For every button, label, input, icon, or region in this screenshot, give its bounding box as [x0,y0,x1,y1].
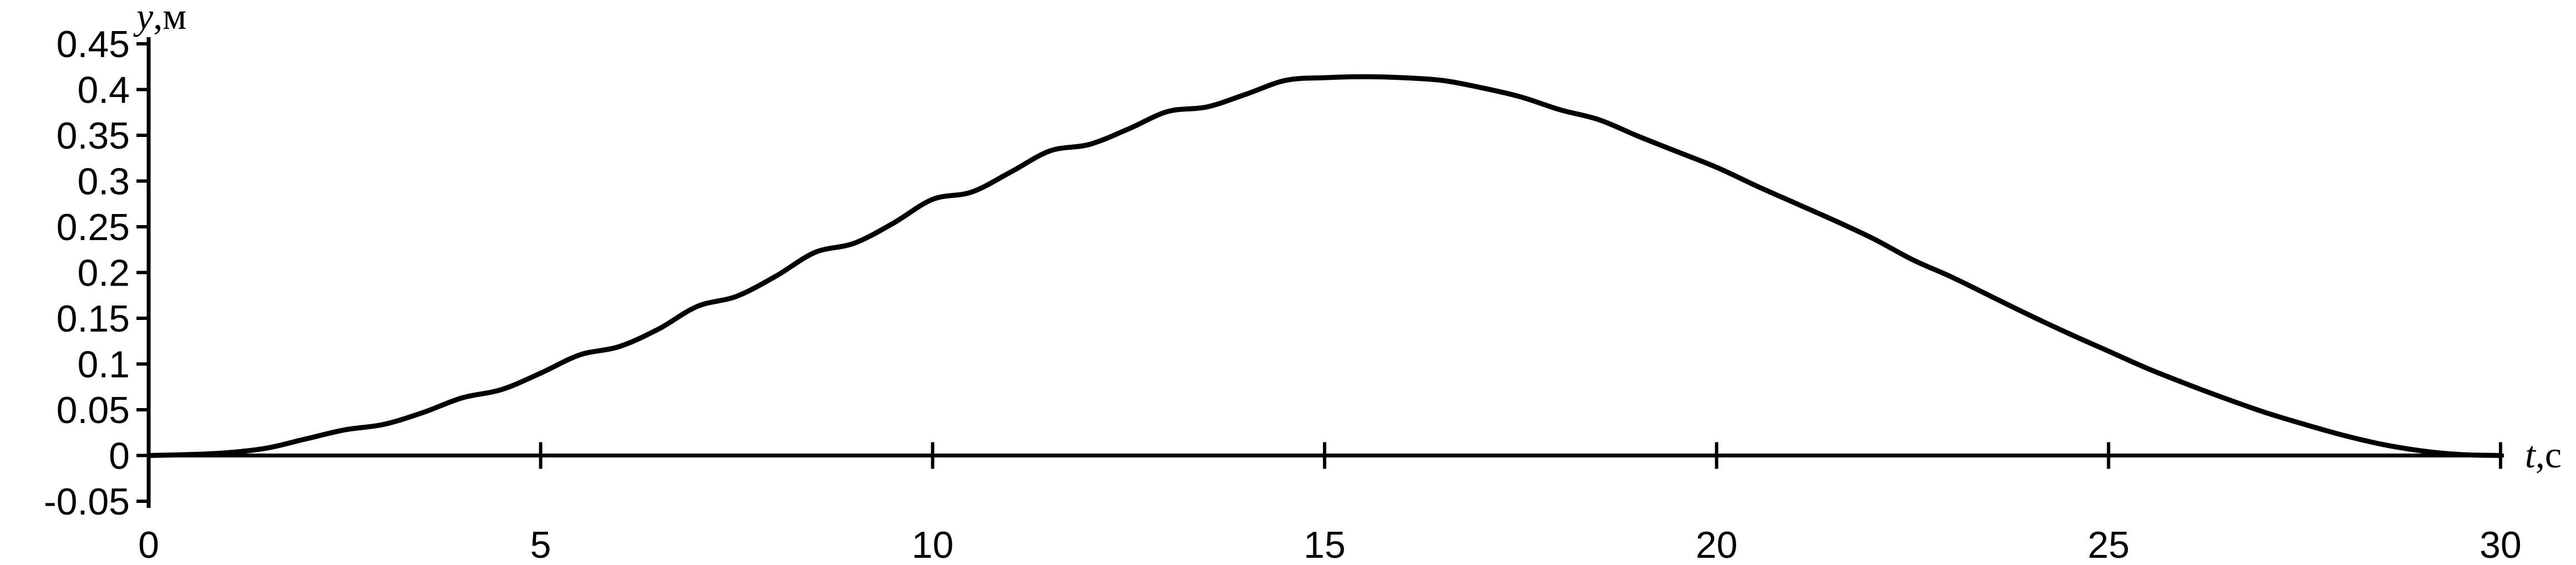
y-tick-label: 0.3 [77,161,130,203]
y-tick-label: 0.45 [57,23,130,65]
x-axis-title: t,с [2525,434,2562,476]
y-tick-label: -0.05 [44,481,130,523]
x-tick-label: 20 [1696,524,1738,565]
y-tick-label: 0.1 [77,344,130,386]
y-tick-label: 0.2 [77,252,130,294]
x-axis-variable: t [2525,434,2537,476]
y-axis-title: y,м [133,0,186,37]
x-tick-label: 10 [912,524,954,565]
y-tick-label: 0.35 [57,115,130,157]
x-tick-label: 5 [530,524,551,565]
y-tick-label: 0.15 [57,298,130,340]
x-tick-label: 15 [1304,524,1346,565]
x-tick-label: 25 [2088,524,2130,565]
x-axis-unit: ,с [2536,434,2562,476]
x-tick-label: 30 [2479,524,2522,565]
series-line [146,74,2503,458]
y-tick-label: 0.4 [77,69,130,111]
x-tick-label: 0 [138,524,159,565]
y-axis-unit: ,м [153,0,186,37]
x-tick-labels: 0 5 10 15 20 25 30 [138,524,2522,565]
y-tick-label: 0 [109,435,130,477]
y-axis-variable: y [133,0,154,37]
axis-ticks [136,42,2502,503]
y-tick-label: 0.05 [57,389,130,431]
y-tick-label: 0.25 [57,206,130,248]
